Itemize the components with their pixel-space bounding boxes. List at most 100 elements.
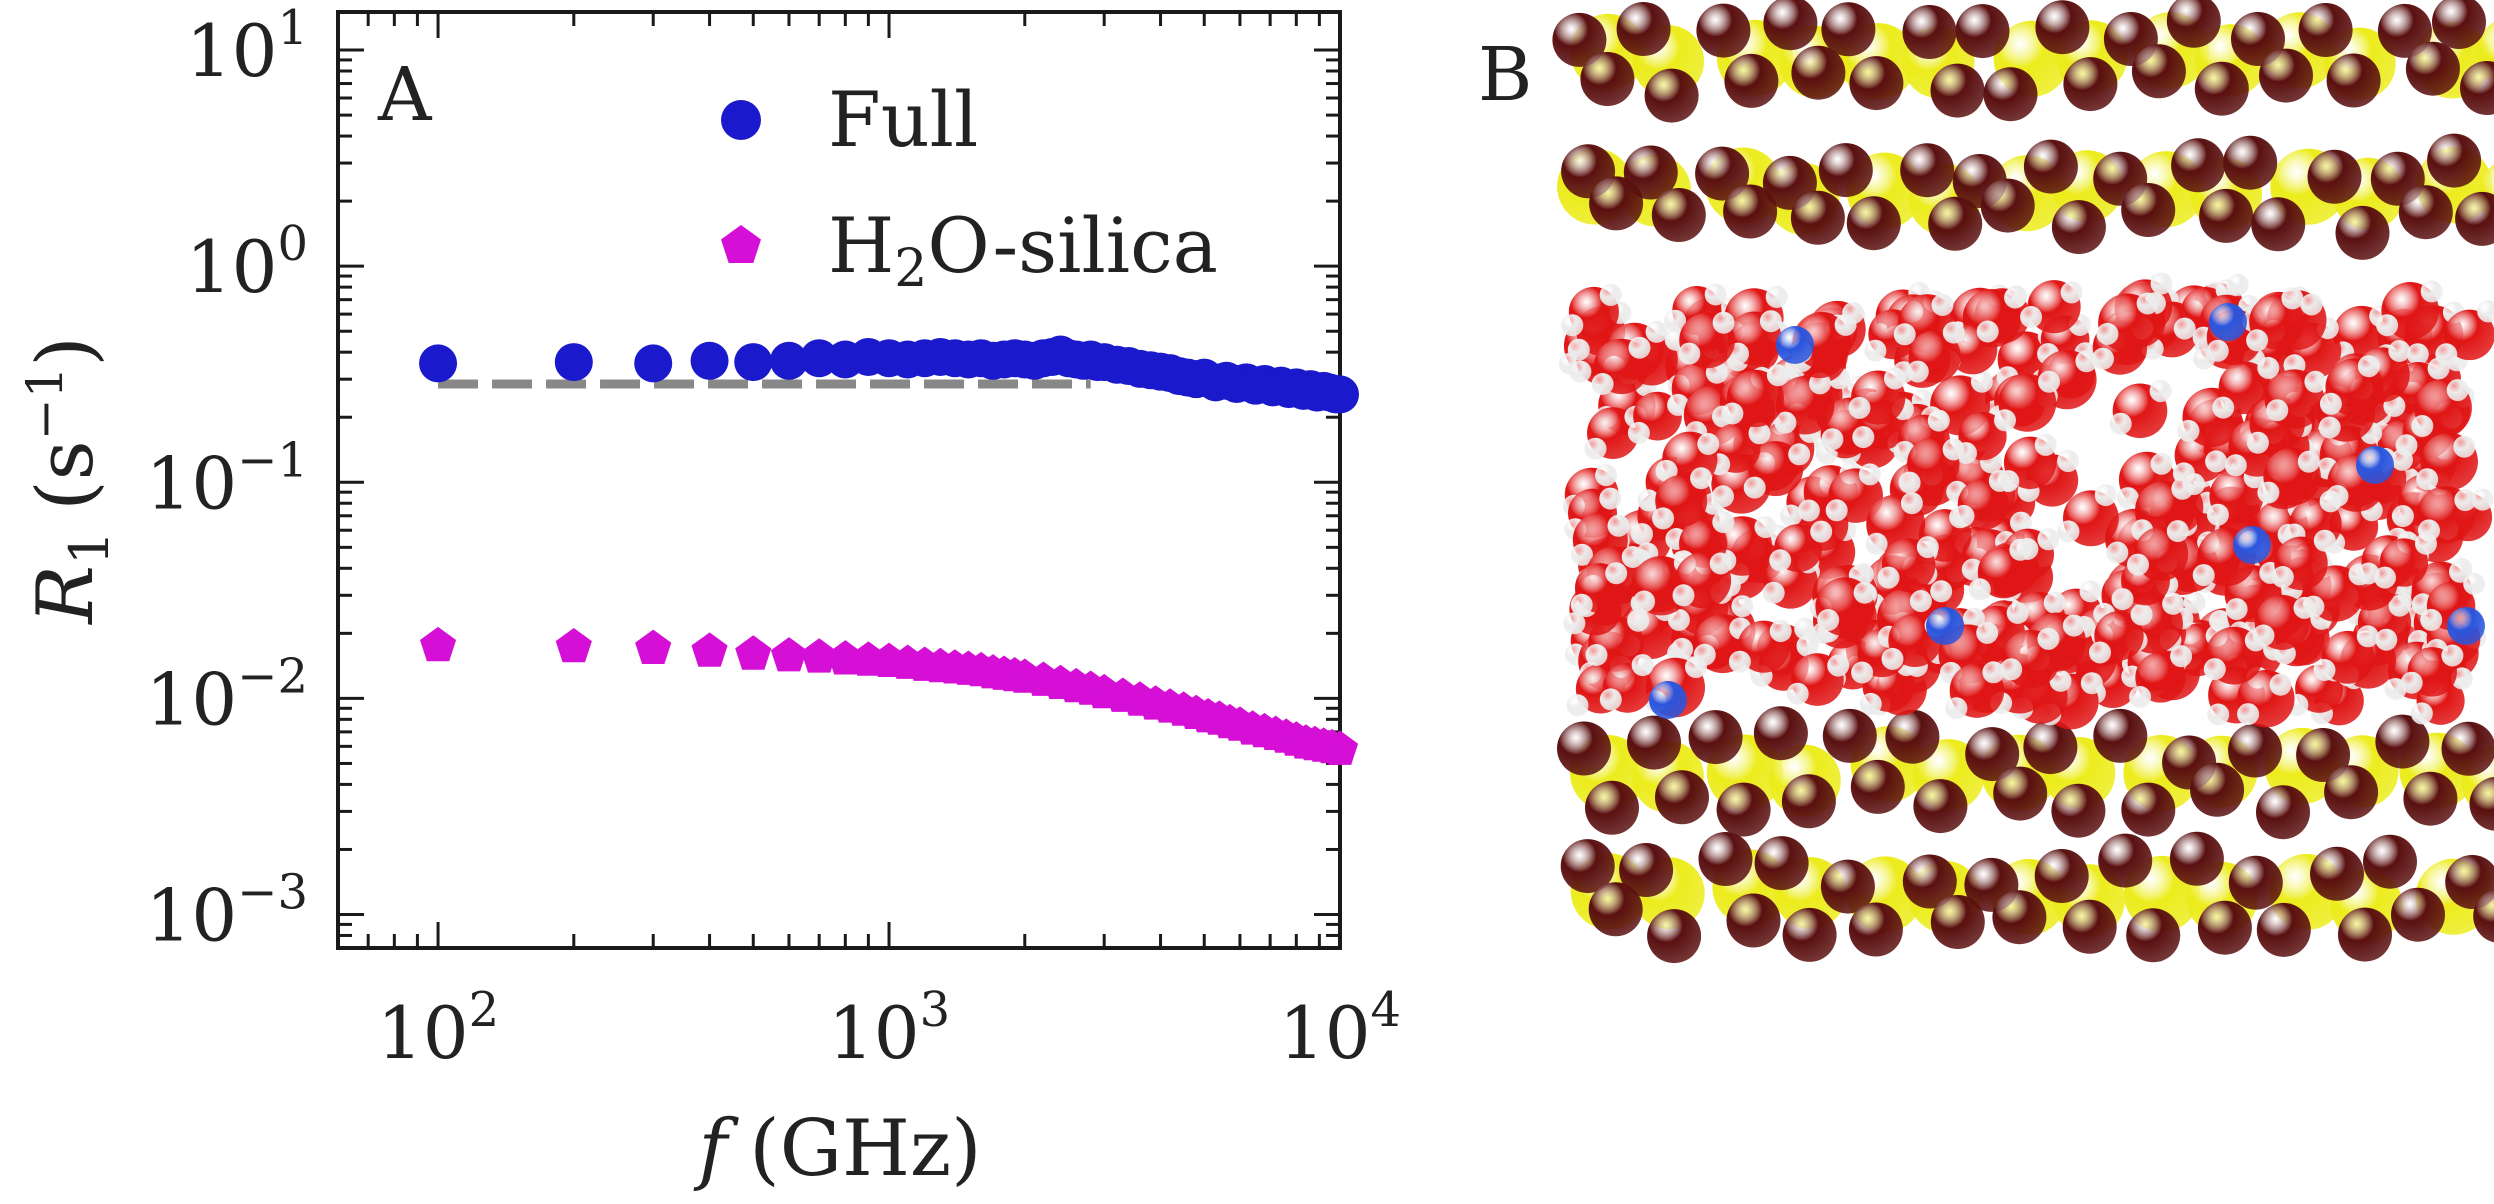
- hydrogen-atom: [2000, 658, 2023, 681]
- hydrogen-atom: [2111, 588, 2134, 611]
- hydrogen-atom: [2415, 532, 2437, 555]
- data-point-h2o-silica: [1321, 730, 1359, 765]
- hydrogen-atom: [1631, 654, 1654, 677]
- hydrogen-atom: [1827, 654, 1850, 677]
- bridging-oxygen-atom: [1902, 854, 1957, 909]
- bridging-oxygen-atom: [1696, 3, 1751, 58]
- bridging-oxygen-atom: [1698, 832, 1753, 886]
- panel-a-chart: 102 103 104 10−3 10−2 10−1 100 101 A Full H2O-s…: [16, 0, 1401, 1194]
- hydrogen-atom: [1963, 607, 1985, 630]
- bridging-oxygen-atom: [1782, 907, 1837, 962]
- hydrogen-atom: [2150, 452, 2173, 475]
- hydrogen-atom: [2089, 641, 2111, 664]
- hydrogen-atom: [2225, 598, 2248, 621]
- data-point-h2o-silica: [735, 635, 772, 670]
- hydrogen-atom: [2420, 608, 2443, 631]
- hydrogen-atom: [1976, 320, 1999, 343]
- hydrogen-atom: [2037, 627, 2060, 650]
- hydrogen-atom: [2477, 300, 2494, 323]
- hydrogen-atom: [2300, 293, 2323, 316]
- hydrogen-atom: [1893, 323, 1916, 346]
- hydrogen-atom: [1834, 313, 1857, 336]
- hydrogen-atom: [2149, 380, 2172, 403]
- hydrogen-atom: [2092, 347, 2114, 370]
- bridging-oxygen-atom: [2469, 777, 2494, 831]
- bridging-oxygen-atom: [1791, 45, 1846, 100]
- x-tick-label: 104: [1279, 982, 1401, 1075]
- hydrogen-atom: [1788, 443, 1811, 466]
- hydrogen-atom: [2177, 419, 2200, 442]
- water-oxygen-atom: [2444, 309, 2494, 361]
- hydrogen-atom: [1633, 590, 1656, 613]
- hydrogen-atom: [2004, 286, 2027, 309]
- hydrogen-atom: [2203, 658, 2226, 681]
- bridging-oxygen-atom: [1820, 859, 1875, 914]
- bridging-oxygen-atom: [2093, 708, 2148, 763]
- plot-frame: [336, 10, 1342, 950]
- hydrogen-atom: [1927, 409, 1950, 432]
- hydrogen-atom: [1585, 644, 1608, 666]
- hydrogen-atom: [2313, 659, 2336, 681]
- bridging-oxygen-atom: [1560, 839, 1615, 894]
- hydrogen-atom: [2162, 592, 2185, 615]
- hydrogen-atom: [1721, 402, 1744, 425]
- hydrogen-atom: [1853, 581, 1876, 604]
- hydrogen-atom: [2252, 624, 2275, 647]
- hydrogen-atom: [2207, 703, 2230, 726]
- hydrogen-atom: [1810, 520, 1833, 543]
- hydrogen-atom: [2006, 602, 2029, 624]
- series-h2o-silica-markers: [420, 626, 1359, 765]
- hydrogen-atom: [1952, 504, 1975, 527]
- hydrogen-atom: [1607, 514, 1630, 537]
- hydrogen-atom: [2183, 591, 2206, 614]
- bridging-oxygen-atom: [2338, 907, 2392, 962]
- bridging-oxygen-atom: [2391, 887, 2445, 942]
- hydrogen-atom: [1566, 694, 1589, 717]
- data-point-h2o-silica: [691, 632, 728, 667]
- hydrogen-atom: [2446, 379, 2469, 402]
- hydrogen-atom: [2357, 562, 2380, 585]
- bridging-oxygen-atom: [2335, 205, 2390, 260]
- bridging-oxygen-atom: [2455, 191, 2494, 246]
- hydrogen-atom: [1794, 617, 1817, 640]
- bridging-oxygen-atom: [1930, 895, 1985, 949]
- data-point-full: [690, 341, 729, 380]
- hydrogen-atom: [2376, 314, 2399, 337]
- hydrogen-atom: [1627, 421, 1650, 444]
- bridging-oxygen-atom: [2256, 902, 2311, 957]
- bridging-oxygen-atom: [2126, 908, 2181, 963]
- legend-label-full: Full: [828, 75, 978, 164]
- data-point-full: [734, 343, 773, 382]
- hydrogen-atom: [2411, 415, 2434, 437]
- bridging-oxygen-atom: [1763, 0, 1818, 51]
- hydrogen-atom: [1599, 688, 1622, 711]
- bridging-oxygen-atom: [1900, 143, 1955, 198]
- bridging-oxygen-atom: [1557, 721, 1611, 776]
- hydrogen-atom: [2375, 628, 2398, 651]
- bridging-oxygen-atom: [2199, 188, 2254, 243]
- hydrogen-atom: [1825, 499, 1848, 522]
- bridging-oxygen-atom: [2375, 714, 2430, 769]
- hydrogen-atom: [1945, 697, 1968, 720]
- bridging-oxygen-atom: [2228, 723, 2282, 778]
- hydrogen-atom: [1968, 578, 1991, 601]
- bridging-oxygen-atom: [1993, 766, 2048, 821]
- bridging-oxygen-atom: [1588, 882, 1643, 937]
- bridging-oxygen-atom: [2326, 53, 2381, 108]
- bridging-oxygen-atom: [2377, 3, 2432, 58]
- tick-labels: 102 103 104 10−3 10−2 10−1 100 101: [146, 0, 1401, 1075]
- bridging-oxygen-atom: [1980, 178, 2035, 233]
- hydrogen-atom: [2109, 412, 2132, 435]
- hydrogen-atom: [2246, 329, 2269, 352]
- hydrogen-atom: [1859, 692, 1882, 715]
- bridging-oxygen-atom: [1790, 190, 1845, 245]
- bridging-oxygen-atom: [1822, 708, 1877, 763]
- hydrogen-atom: [2170, 645, 2193, 668]
- y-tick-label: 10−3: [146, 865, 308, 958]
- hydrogen-atom: [2150, 272, 2173, 295]
- hydrogen-atom: [1685, 656, 1707, 679]
- bridging-oxygen-atom: [1913, 779, 1968, 834]
- data-point-h2o-silica: [801, 638, 838, 673]
- hydrogen-atom: [1769, 549, 1792, 572]
- hydrogen-atom: [1584, 437, 1607, 460]
